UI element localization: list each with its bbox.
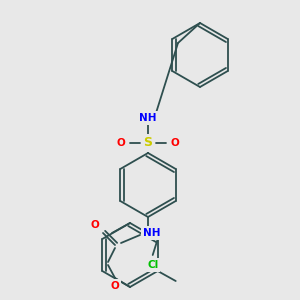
Text: O: O (171, 138, 179, 148)
Text: NH: NH (139, 113, 157, 123)
Text: S: S (143, 136, 152, 149)
Text: NH: NH (143, 228, 161, 238)
Text: Cl: Cl (147, 260, 158, 270)
Text: O: O (111, 281, 119, 291)
Text: O: O (91, 220, 99, 230)
Text: O: O (117, 138, 125, 148)
